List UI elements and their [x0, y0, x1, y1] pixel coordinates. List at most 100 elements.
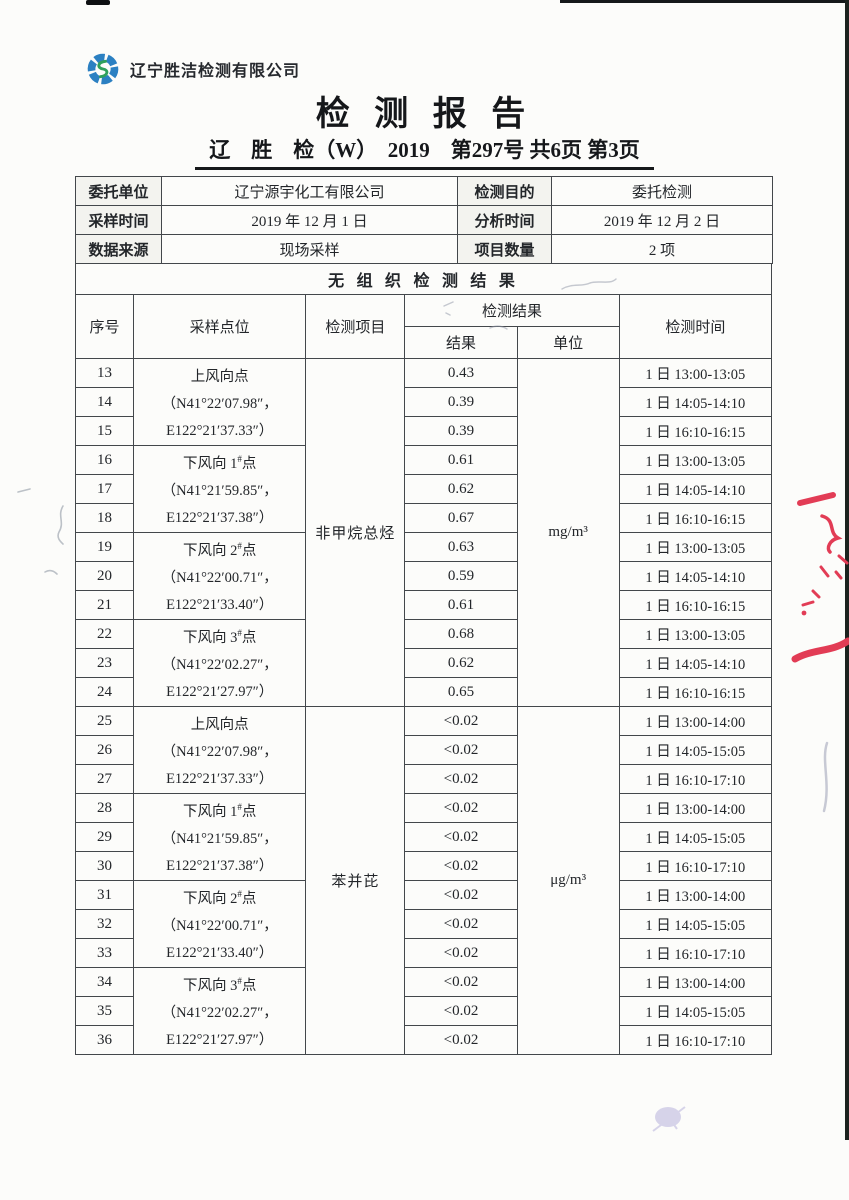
results-header-row: 序号 采样点位 检测项目 检测结果 检测时间 [74, 294, 773, 359]
time-range: 1 日 13:00-14:00 [618, 967, 773, 997]
table-row: 35 <0.02 1 日 14:05-15:05 [74, 996, 773, 1026]
info-row: 委托单位 辽宁源宇化工有限公司 检测目的 委托检测 [75, 176, 773, 206]
row-no: 13 [74, 358, 135, 388]
col-header-item: 检测项目 [305, 294, 406, 359]
row-no: 35 [74, 996, 135, 1026]
point-coord-n: （N41°22′00.71″， [161, 917, 278, 934]
test-item-cell: 非甲烷总烃 [305, 358, 406, 707]
result-value: 0.61 [404, 590, 518, 620]
sampling-time-value: 2019 年 12 月 1 日 [161, 205, 458, 235]
point-name: 下风向 3#点 [183, 976, 257, 994]
point-name: 上风向点 [190, 716, 249, 733]
result-value: <0.02 [404, 735, 518, 765]
result-value: <0.02 [404, 764, 518, 794]
row-no: 25 [74, 706, 135, 736]
report-header: 辽宁胜洁检测有限公司 [86, 52, 300, 86]
time-range: 1 日 13:00-13:05 [618, 619, 773, 649]
table-row: 25 上风向点 （N41°22′07.98″， E122°21′37.33″） … [74, 706, 773, 1055]
table-row: 28 下风向 1#点 （N41°21′59.85″， E122°21′37.38… [74, 793, 773, 881]
time-range: 1 日 16:10-16:15 [618, 590, 773, 620]
sample-point-cell: 上风向点 （N41°22′07.98″， E122°21′37.33″） [133, 706, 307, 794]
result-value: <0.02 [404, 967, 518, 997]
point-coord-n: （N41°22′07.98″， [161, 743, 278, 760]
result-value: 0.63 [404, 532, 518, 562]
row-no: 15 [74, 416, 135, 446]
result-value: <0.02 [404, 793, 518, 823]
row-no: 18 [74, 503, 135, 533]
point-coord-e: E122°21′37.33″） [166, 770, 274, 787]
result-value: 0.43 [404, 358, 518, 388]
time-range: 1 日 13:00-14:00 [618, 706, 773, 736]
table-row: 22 下风向 3#点 （N41°22′02.27″， E122°21′27.97… [74, 619, 773, 707]
row-no: 27 [74, 764, 135, 794]
row-no: 17 [74, 474, 135, 504]
result-value: <0.02 [404, 822, 518, 852]
time-range: 1 日 16:10-16:15 [618, 677, 773, 707]
point-name: 下风向 3#点 [183, 628, 257, 646]
result-value: <0.02 [404, 706, 518, 736]
purpose-label: 检测目的 [457, 176, 552, 206]
row-no: 23 [74, 648, 135, 678]
time-range: 1 日 14:05-15:05 [618, 909, 773, 939]
client-value: 辽宁源宇化工有限公司 [161, 176, 458, 206]
col-header-no: 序号 [74, 294, 135, 359]
time-range: 1 日 14:05-15:05 [618, 822, 773, 852]
ink-smudge [652, 1106, 686, 1132]
sample-point-cell: 上风向点 （N41°22′07.98″， E122°21′37.33″） [133, 358, 307, 446]
result-value: <0.02 [404, 996, 518, 1026]
row-no: 29 [74, 822, 135, 852]
row-no: 16 [74, 445, 135, 475]
point-name: 上风向点 [190, 368, 249, 385]
row-no: 32 [74, 909, 135, 939]
time-range: 1 日 14:05-15:05 [618, 996, 773, 1026]
time-range: 1 日 14:05-14:10 [618, 387, 773, 417]
col-header-time: 检测时间 [618, 294, 773, 359]
section-title: 无 组 织 检 测 结 果 [75, 263, 772, 295]
table-row: 13 上风向点 （N41°22′07.98″， E122°21′37.33″） … [74, 358, 773, 707]
row-no: 33 [74, 938, 135, 968]
unit-cell: μg/m³ [516, 706, 620, 1055]
point-name: 下风向 1#点 [183, 454, 257, 472]
client-label: 委托单位 [75, 176, 162, 206]
unit-cell: mg/m³ [516, 358, 620, 707]
result-value: 0.65 [404, 677, 518, 707]
time-range: 1 日 14:05-14:10 [618, 648, 773, 678]
time-range: 1 日 13:00-14:00 [618, 880, 773, 910]
row-no: 34 [74, 967, 135, 997]
time-range: 1 日 14:05-14:10 [618, 561, 773, 591]
item-count-value: 2 项 [551, 234, 773, 264]
result-value: <0.02 [404, 851, 518, 881]
result-value: 0.68 [404, 619, 518, 649]
time-range: 1 日 16:10-17:10 [618, 938, 773, 968]
point-name: 下风向 2#点 [183, 889, 257, 907]
point-coord-e: E122°21′33.40″） [166, 596, 274, 613]
result-value: 0.61 [404, 445, 518, 475]
row-no: 19 [74, 532, 135, 562]
result-value: 0.62 [404, 474, 518, 504]
pencil-mark-right [822, 741, 829, 813]
result-value: <0.02 [404, 880, 518, 910]
time-range: 1 日 16:10-17:10 [618, 851, 773, 881]
table-row: 26 <0.02 1 日 14:05-15:05 [74, 735, 773, 765]
point-coord-n: （N41°21′59.85″， [161, 482, 278, 499]
company-name: 辽宁胜洁检测有限公司 [130, 63, 301, 80]
report-title: 检 测 报 告 [315, 96, 534, 133]
table-row: 21 0.61 1 日 16:10-16:15 [74, 590, 773, 620]
row-no: 26 [74, 735, 135, 765]
data-source-value: 现场采样 [161, 234, 458, 264]
row-no: 24 [74, 677, 135, 707]
row-no: 36 [74, 1025, 135, 1055]
result-value: <0.02 [404, 1025, 518, 1055]
table-row: 19 下风向 2#点 （N41°22′00.71″， E122°21′33.40… [74, 532, 773, 620]
result-value: 0.39 [404, 416, 518, 446]
sample-point-cell: 下风向 1#点 （N41°21′59.85″， E122°21′37.38″） [133, 445, 307, 533]
table-row: 32 <0.02 1 日 14:05-15:05 [74, 909, 773, 939]
point-coord-n: （N41°22′00.71″， [161, 569, 278, 586]
info-row: 采样时间 2019 年 12 月 1 日 分析时间 2019 年 12 月 2 … [75, 205, 773, 235]
sampling-time-label: 采样时间 [75, 205, 162, 235]
table-row: 16 下风向 1#点 （N41°21′59.85″， E122°21′37.38… [74, 445, 773, 533]
time-range: 1 日 13:00-13:05 [618, 532, 773, 562]
pencil-marks-left [17, 488, 64, 575]
time-range: 1 日 14:05-14:10 [618, 474, 773, 504]
